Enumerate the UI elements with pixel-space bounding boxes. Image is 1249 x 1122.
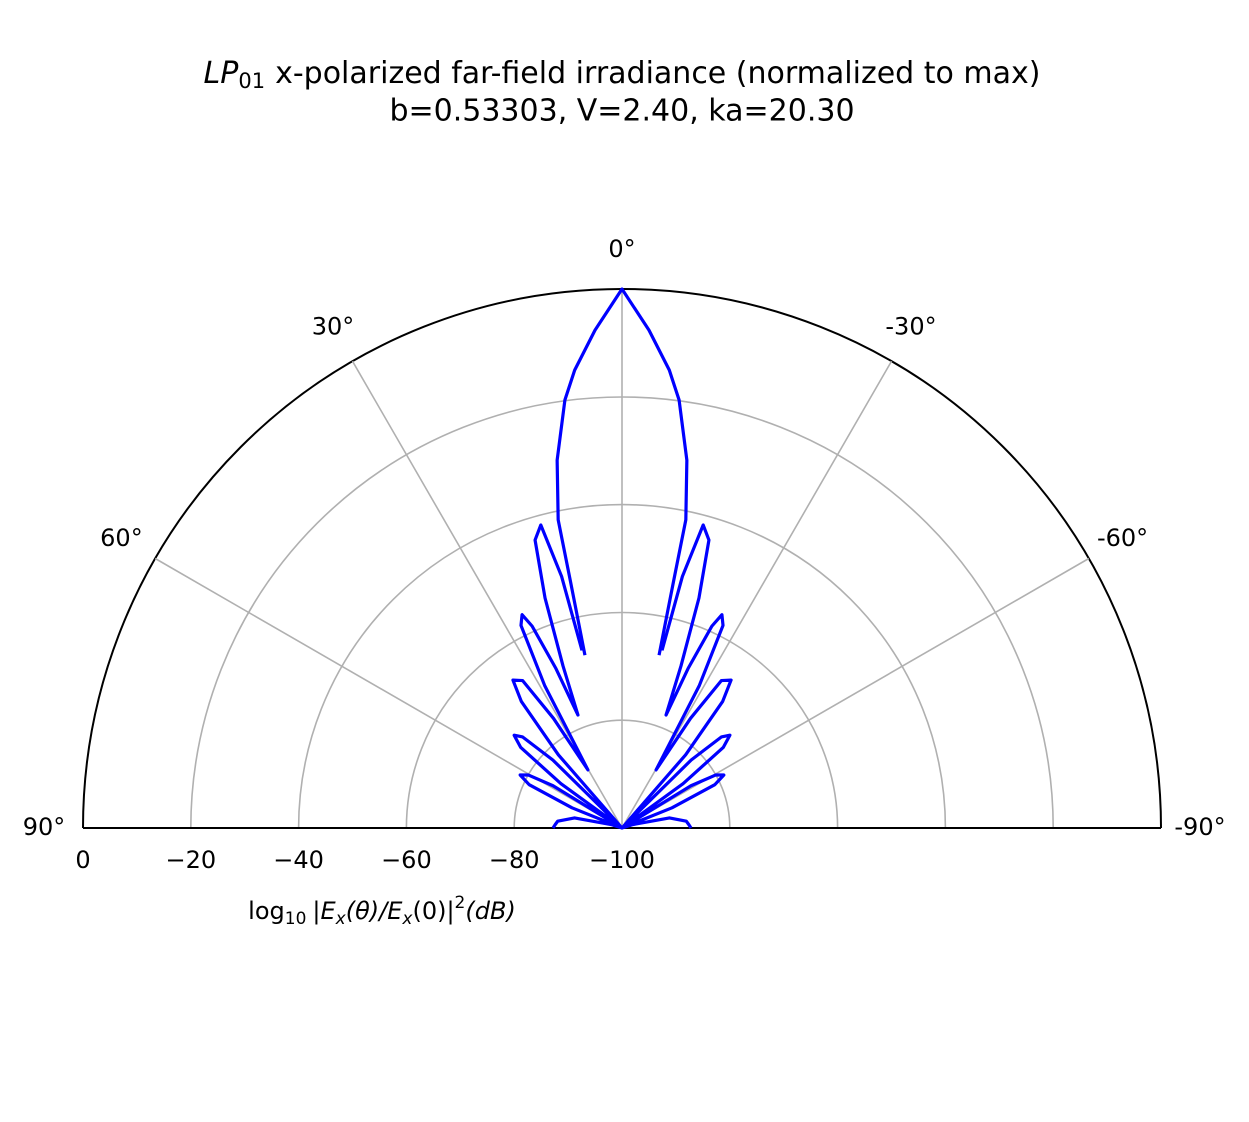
- radial-label-part: (0)|: [412, 897, 454, 925]
- theta-tick-label: -90°: [1174, 813, 1225, 841]
- title-text: x-polarized far-field irradiance (normal…: [275, 56, 1040, 91]
- title-subscript: 01: [238, 69, 265, 93]
- theta-tick-label: -60°: [1097, 524, 1148, 552]
- radial-label-part: x: [335, 909, 347, 929]
- radial-label-part: 10: [285, 909, 307, 929]
- theta-tick-label: -30°: [885, 312, 936, 340]
- theta-tick-label: 60°: [100, 524, 143, 552]
- radial-label-part: (dB): [465, 897, 515, 925]
- r-tick-label: −100: [589, 846, 655, 874]
- theta-tick-label: 30°: [312, 312, 355, 340]
- r-tick-label: −40: [273, 846, 324, 874]
- radial-label-part: |E: [312, 897, 336, 925]
- radial-axis-label: log10 |Ex(θ)/Ex(0)|2(dB): [248, 893, 516, 929]
- grid-spoke: [621, 557, 1090, 829]
- title-symbol: LP: [204, 56, 240, 91]
- radial-label-part: 2: [455, 893, 466, 913]
- r-tick-label: −20: [165, 846, 216, 874]
- chart-subtitle: b=0.53303, V=2.40, ka=20.30: [389, 94, 854, 129]
- radial-label-part: x: [401, 909, 413, 929]
- r-tick-label: −60: [381, 846, 432, 874]
- r-tick-label: −80: [489, 846, 540, 874]
- chart-title: LP01 x-polarized far-field irradiance (no…: [204, 56, 1041, 94]
- radial-label-part: (θ)/E: [346, 897, 403, 925]
- theta-tick-label: 0°: [608, 235, 635, 263]
- theta-tick-label: 90°: [23, 813, 66, 841]
- r-tick-label: 0: [75, 846, 90, 874]
- grid-spoke: [154, 557, 623, 829]
- pattern-line: [511, 287, 733, 830]
- radial-label-part: log: [248, 897, 285, 925]
